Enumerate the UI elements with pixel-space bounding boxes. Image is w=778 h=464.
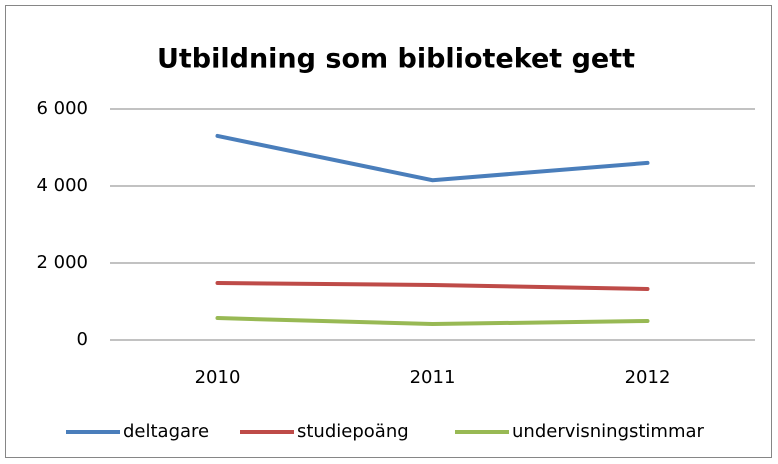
- data-line: [215, 316, 650, 327]
- y-tick-label: 2 000: [36, 252, 88, 273]
- x-tick-label: 2010: [195, 367, 241, 388]
- legend-label: deltagare: [123, 421, 209, 442]
- y-tick-label: 0: [77, 329, 88, 350]
- chart-border: [5, 5, 772, 458]
- x-tick-label: 2012: [625, 367, 671, 388]
- data-line: [215, 281, 650, 291]
- data-line: [215, 133, 650, 183]
- y-tick-label: 6 000: [36, 98, 88, 119]
- chart-title: Utbildning som biblioteket gett: [157, 44, 635, 75]
- y-tick-label: 4 000: [36, 175, 88, 196]
- x-tick-label: 2011: [410, 367, 456, 388]
- legend-label: undervisningstimmar: [512, 421, 705, 442]
- legend-label: studiepoäng: [297, 421, 409, 442]
